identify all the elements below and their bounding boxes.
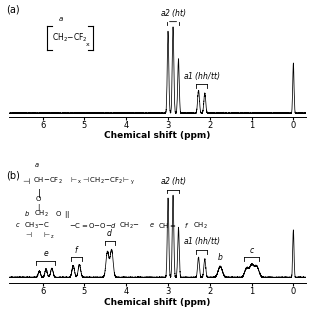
Text: $a$1 (hh/tt): $a$1 (hh/tt) [183,70,220,81]
Text: $c$: $c$ [15,221,21,229]
Text: $\mathregular{|}$: $\mathregular{|}$ [37,187,41,200]
Text: $\mathregular{x}$: $\mathregular{x}$ [85,41,91,48]
Text: $\mathregular{CH{=}}$: $\mathregular{CH{=}}$ [158,221,176,230]
X-axis label: Chemical shift (ppm): Chemical shift (ppm) [104,132,211,141]
Text: $a$2 (ht): $a$2 (ht) [159,7,187,19]
Text: $\mathregular{CH_3{-}C}$: $\mathregular{CH_3{-}C}$ [24,221,50,231]
Text: $a$: $a$ [35,161,40,169]
Text: $a$2 (ht): $a$2 (ht) [159,175,187,187]
Text: $a$1 (hh/tt): $a$1 (hh/tt) [183,235,220,247]
Text: $\mathregular{CH_2}$: $\mathregular{CH_2}$ [193,221,208,231]
Text: $\mathregular{{-}C{=}O{-}O{-}}$: $\mathregular{{-}C{=}O{-}O{-}}$ [69,221,112,230]
Text: $d$: $d$ [106,227,113,238]
Text: $\mathregular{CH_2}$: $\mathregular{CH_2}$ [35,209,49,219]
Text: $\mathregular{CH_2{-}}$: $\mathregular{CH_2{-}}$ [119,221,140,231]
X-axis label: Chemical shift (ppm): Chemical shift (ppm) [104,298,211,307]
Text: $\mathregular{O}$: $\mathregular{O}$ [36,194,42,203]
Text: (a): (a) [6,4,20,14]
Text: $\mathregular{\dashv}$: $\mathregular{\dashv}$ [21,176,32,186]
Text: (b): (b) [6,170,20,180]
Text: $\mathregular{\vdash_x\dashv CH_2{-}CF_2\vdash_y}$: $\mathregular{\vdash_x\dashv CH_2{-}CF_2… [69,176,135,187]
Text: $d$: $d$ [110,221,116,230]
Text: $b$: $b$ [24,209,30,218]
Text: $b$: $b$ [217,251,223,262]
Text: $\mathregular{O}$: $\mathregular{O}$ [55,209,62,218]
Text: $\mathregular{\dashv\ \ \ \ \vdash_z}$: $\mathregular{\dashv\ \ \ \ \vdash_z}$ [24,231,55,241]
Text: $f$: $f$ [74,244,79,255]
Text: $\mathregular{|}$: $\mathregular{|}$ [37,202,41,213]
Text: $a$: $a$ [58,15,64,23]
Text: $\mathregular{CH_2{-}CF_2}$: $\mathregular{CH_2{-}CF_2}$ [52,32,88,44]
Text: $\mathregular{||}$: $\mathregular{||}$ [64,209,70,220]
Text: $f$: $f$ [184,221,189,230]
Text: $\mathregular{CH{-}CF_2}$: $\mathregular{CH{-}CF_2}$ [33,176,63,186]
Text: $e$: $e$ [149,221,154,229]
Text: $e$: $e$ [43,249,49,258]
Text: $c$: $c$ [248,246,255,255]
